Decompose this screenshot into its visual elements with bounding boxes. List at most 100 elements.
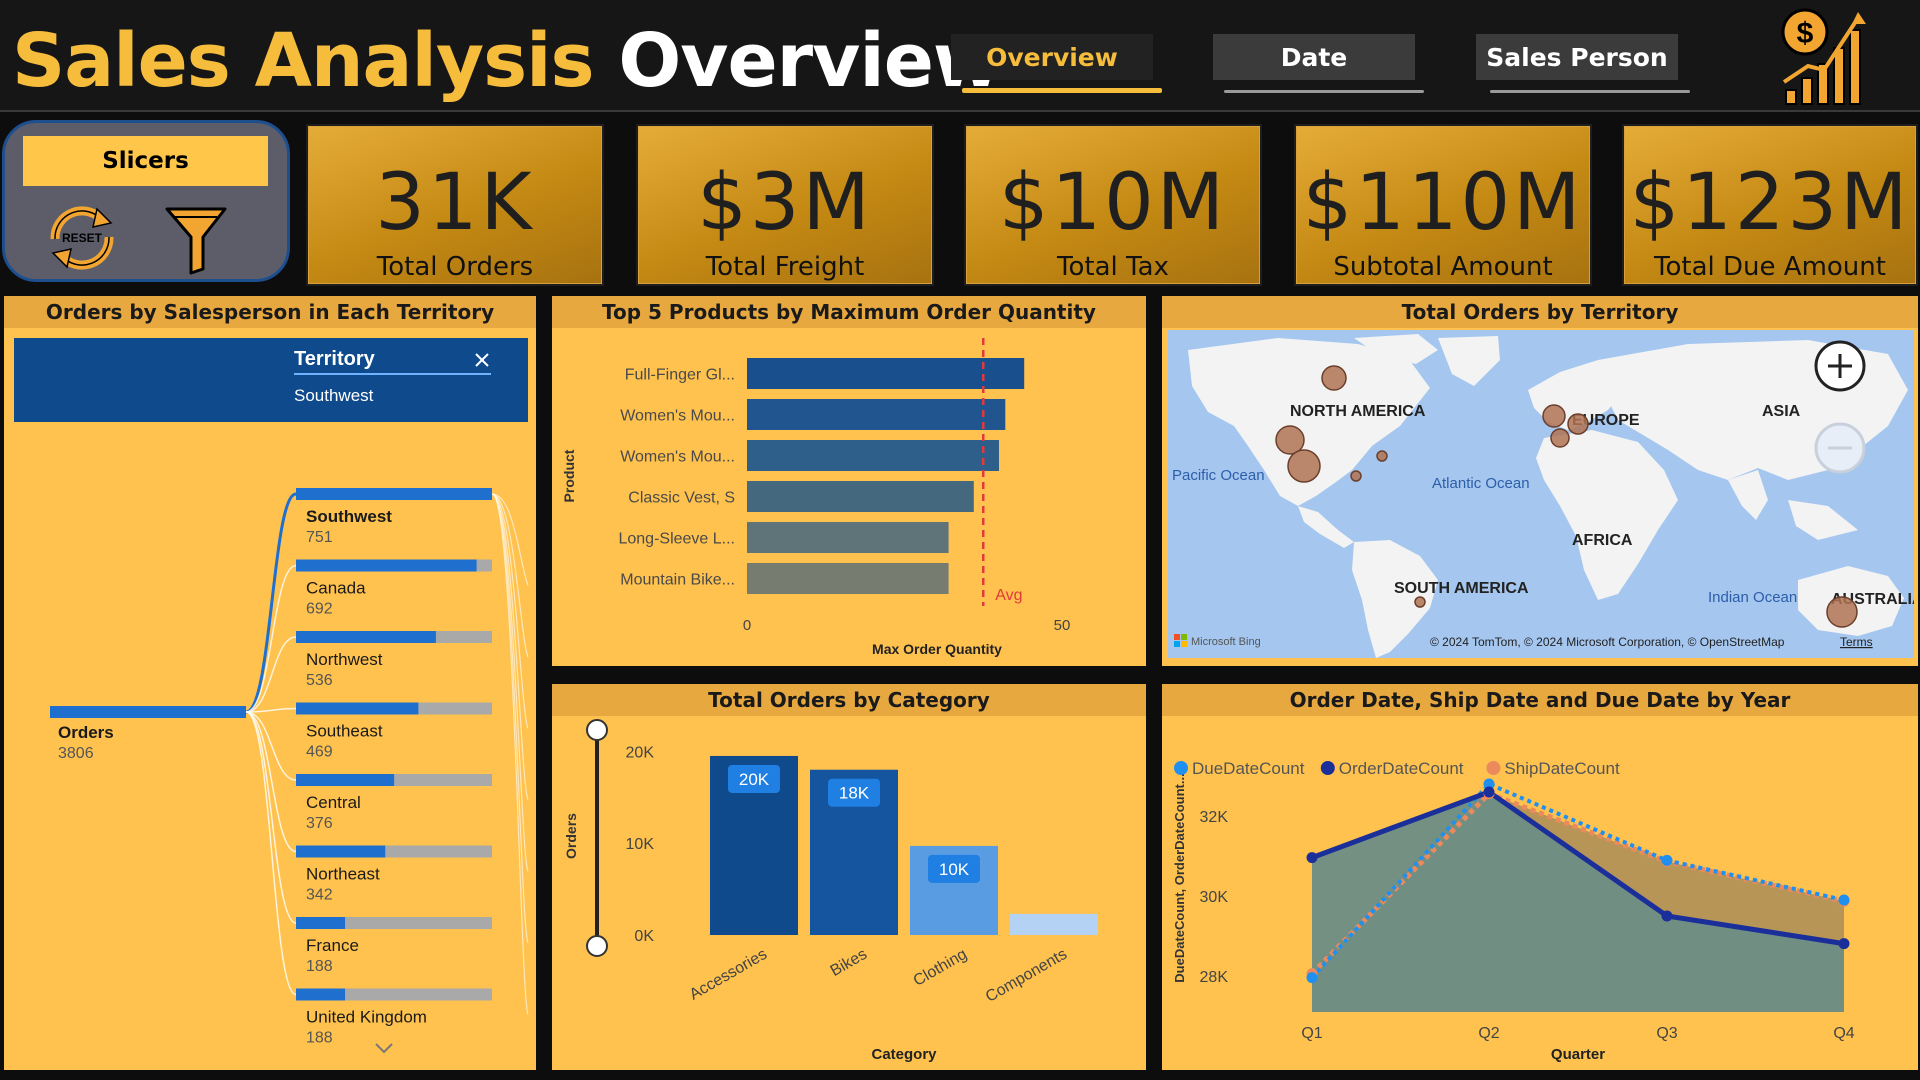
title-part1: Sales Analysis (12, 18, 595, 104)
tree-link (491, 493, 529, 1015)
reset-label: RESET (62, 231, 103, 245)
legend-label: OrderDateCount (1339, 759, 1464, 778)
kpi-total-due-amount: $123M Total Due Amount (1622, 124, 1918, 286)
tree-node[interactable]: Southeast 469 (296, 702, 492, 761)
product-label: Women's Mou... (620, 408, 735, 425)
root-bar[interactable] (50, 706, 246, 718)
product-bar[interactable] (747, 399, 1006, 430)
map-attribution[interactable]: © 2024 TomTom, © 2024 Microsoft Corporat… (1430, 635, 1785, 649)
root-label: Orders (58, 723, 114, 742)
tree-node-value: 188 (306, 958, 333, 975)
reset-icon[interactable]: RESET (45, 201, 119, 275)
tree-node-label: Canada (306, 579, 366, 598)
map-bubble (1350, 470, 1362, 482)
tree-link (245, 564, 297, 713)
y-axis-label: Orders (563, 813, 579, 859)
product-bar[interactable] (747, 563, 949, 594)
product-bar[interactable] (747, 481, 974, 512)
tree-node[interactable]: Northeast 342 (296, 845, 492, 904)
data-label: 20K (739, 770, 770, 789)
series-point[interactable] (1838, 894, 1850, 906)
slider-handle-top[interactable] (586, 719, 608, 741)
tree-node-bar (296, 488, 492, 500)
x-tick-label: Q2 (1478, 1025, 1499, 1042)
tree-node[interactable]: Central 376 (296, 774, 492, 832)
tree-node-label: United Kingdom (306, 1008, 427, 1027)
tree-node[interactable]: Canada 692 (296, 559, 492, 618)
date-chart-panel: Order Date, Ship Date and Due Date by Ye… (1162, 684, 1918, 1070)
x-axis-label: Max Order Quantity (872, 641, 1002, 657)
product-label: Classic Vest, S (628, 490, 735, 507)
tree-node-value: 536 (306, 672, 333, 689)
map-bubbles[interactable] (1275, 365, 1858, 628)
tree-node[interactable]: Northwest 536 (296, 631, 492, 689)
range-slider[interactable] (586, 719, 608, 957)
decomposition-tree[interactable]: Territory Southwest Orders 3806 Southwes… (4, 328, 536, 1070)
category-bar[interactable] (1010, 913, 1098, 935)
series-point[interactable] (1661, 910, 1673, 922)
series-line-order[interactable] (1311, 789, 1845, 947)
nav-overview-underline (962, 88, 1162, 93)
map-bubble (1287, 449, 1321, 483)
product-bar[interactable] (747, 522, 949, 553)
tree-link (245, 711, 297, 853)
legend-item[interactable]: OrderDateCount (1320, 759, 1464, 778)
tree-node[interactable]: Southwest 751 (296, 488, 492, 546)
nav-date-button[interactable]: Date (1213, 34, 1415, 80)
tree-link (245, 711, 297, 781)
product-label: Women's Mou... (620, 449, 735, 466)
nav-sales-person-button[interactable]: Sales Person (1476, 34, 1678, 80)
panel-title: Total Orders by Category (552, 684, 1146, 716)
chevron-down-icon[interactable] (375, 1043, 393, 1054)
top-products-chart[interactable]: Product Max Order Quantity Full-Finger G… (552, 328, 1146, 666)
tree-link (245, 707, 297, 713)
tree-node-label: Northwest (306, 650, 383, 669)
y-tick-label: 32K (1200, 809, 1229, 826)
top-products-panel: Top 5 Products by Maximum Order Quantity… (552, 296, 1146, 666)
tree-node-value: 376 (306, 815, 333, 832)
territory-filter-value: Southwest (294, 386, 374, 405)
product-label: Full-Finger Gl... (625, 367, 735, 384)
map-terms-link[interactable]: Terms (1840, 635, 1873, 649)
series-point[interactable] (1306, 852, 1318, 864)
legend-item[interactable]: DueDateCount (1174, 759, 1305, 778)
legend-item[interactable]: ShipDateCount (1486, 759, 1620, 778)
date-line-chart[interactable]: DueDateCount, OrderDateCount... Quarter … (1162, 716, 1918, 1070)
nav-overview-button[interactable]: Overview (951, 34, 1153, 80)
series-line-due[interactable] (1310, 781, 1845, 979)
x-axis-label: Quarter (1551, 1046, 1605, 1063)
series-point[interactable] (1661, 854, 1673, 866)
series-point[interactable] (1483, 778, 1495, 790)
svg-text:$: $ (1797, 17, 1814, 50)
kpi-label: Total Tax (1057, 252, 1169, 282)
series-point[interactable] (1483, 786, 1495, 798)
series-point[interactable] (1838, 938, 1850, 950)
kpi-label: Total Orders (376, 252, 534, 282)
product-bar[interactable] (747, 358, 1025, 389)
product-bar[interactable] (747, 440, 999, 471)
filter-icon[interactable] (163, 203, 229, 275)
tree-node-bar (296, 917, 346, 929)
kpi-value: $3M (697, 158, 873, 248)
series-point[interactable] (1306, 972, 1318, 984)
zoom-out-icon[interactable] (1814, 422, 1866, 474)
kpi-total-tax: $10M Total Tax (964, 124, 1262, 286)
tree-node[interactable]: France 188 (296, 917, 492, 975)
zoom-in-icon[interactable] (1814, 340, 1866, 392)
label-south-america: SOUTH AMERICA (1394, 580, 1529, 597)
category-chart[interactable]: Orders Category 0K 10K 20K 20K Accessories 18… (552, 716, 1146, 1070)
close-icon[interactable] (475, 353, 489, 367)
tree-link (245, 711, 297, 924)
header-bar: Sales Analysis Overview Overview Date Sa… (0, 0, 1920, 112)
legend-marker (1320, 761, 1335, 775)
root-value: 3806 (58, 745, 94, 762)
map-brand: Microsoft Bing (1191, 636, 1261, 648)
territory-map[interactable]: NORTH AMERICA EUROPE ASIA AFRICA SOUTH A… (1168, 330, 1914, 658)
y-axis-label: DueDateCount, OrderDateCount... (1172, 773, 1187, 982)
tree-node-value: 692 (306, 601, 333, 618)
tree-link (245, 636, 297, 713)
tree-node[interactable]: United Kingdom 188 (296, 988, 492, 1047)
x-tick-label: Q4 (1833, 1025, 1854, 1042)
y-tick-label: 10K (626, 836, 655, 853)
slider-handle-bottom[interactable] (586, 935, 608, 957)
